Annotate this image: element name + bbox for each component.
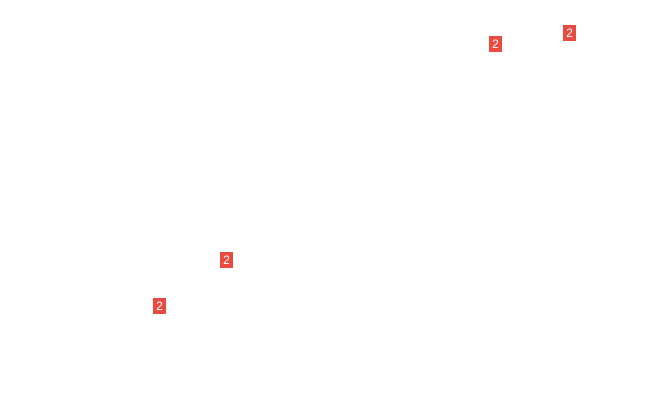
count-badge-label: 2 <box>156 299 163 313</box>
count-badge-label: 2 <box>223 253 230 267</box>
count-badge[interactable]: 2 <box>220 252 233 268</box>
count-badge[interactable]: 2 <box>489 36 502 52</box>
count-badge[interactable]: 2 <box>563 25 576 41</box>
count-badge-label: 2 <box>566 26 573 40</box>
count-badge[interactable]: 2 <box>153 298 166 314</box>
count-badge-label: 2 <box>492 37 499 51</box>
